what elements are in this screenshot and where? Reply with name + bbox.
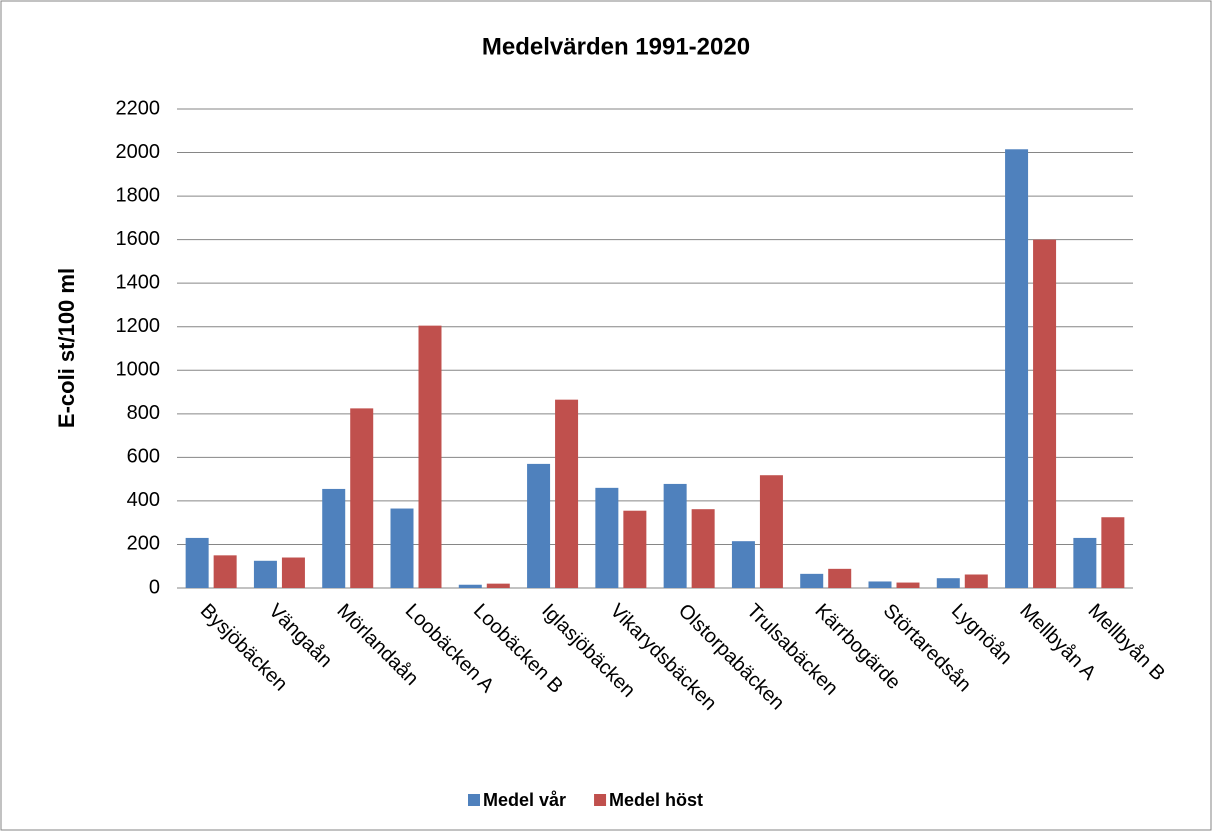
y-tick-label: 1000	[116, 359, 161, 381]
y-axis-label: E-coli st/100 ml	[54, 268, 79, 428]
bar	[1101, 517, 1125, 588]
bar	[281, 557, 305, 588]
bar	[213, 555, 237, 588]
y-tick-label: 0	[149, 576, 160, 598]
y-tick-label: 1800	[116, 184, 161, 206]
bar	[800, 573, 824, 588]
y-tick-label: 400	[127, 489, 160, 511]
bar	[185, 537, 209, 588]
bar	[350, 408, 374, 588]
bar	[623, 510, 647, 588]
bar	[1005, 149, 1029, 588]
bar	[936, 578, 960, 588]
y-tick-label: 2200	[116, 97, 161, 119]
y-tick-label: 1600	[116, 228, 161, 250]
bar	[527, 463, 551, 588]
bar	[759, 475, 783, 588]
bar	[322, 488, 346, 588]
y-tick-label: 1400	[116, 271, 161, 293]
y-tick-label: 600	[127, 446, 160, 468]
bar	[486, 583, 510, 588]
chart-title: Medelvärden 1991-2020	[482, 33, 750, 60]
y-tick-label: 200	[127, 533, 160, 555]
bar	[964, 574, 988, 588]
legend-swatch	[594, 794, 607, 806]
bar	[458, 584, 482, 588]
bar	[828, 568, 852, 588]
y-tick-label: 800	[127, 402, 160, 424]
y-tick-label: 1200	[116, 315, 161, 337]
bar	[418, 325, 442, 588]
bar	[390, 508, 414, 588]
bar	[731, 541, 755, 588]
y-tick-label: 2000	[116, 141, 161, 163]
bar	[595, 487, 619, 588]
bar	[555, 399, 579, 588]
legend-label: Medel höst	[609, 790, 703, 810]
bar	[1073, 537, 1097, 588]
bar	[253, 560, 277, 588]
bar	[663, 483, 687, 588]
bar	[896, 582, 920, 588]
legend-swatch	[468, 794, 480, 806]
bar	[691, 509, 715, 588]
bar	[868, 581, 892, 588]
bar	[1033, 239, 1057, 589]
legend-label: Medel vår	[483, 790, 566, 810]
